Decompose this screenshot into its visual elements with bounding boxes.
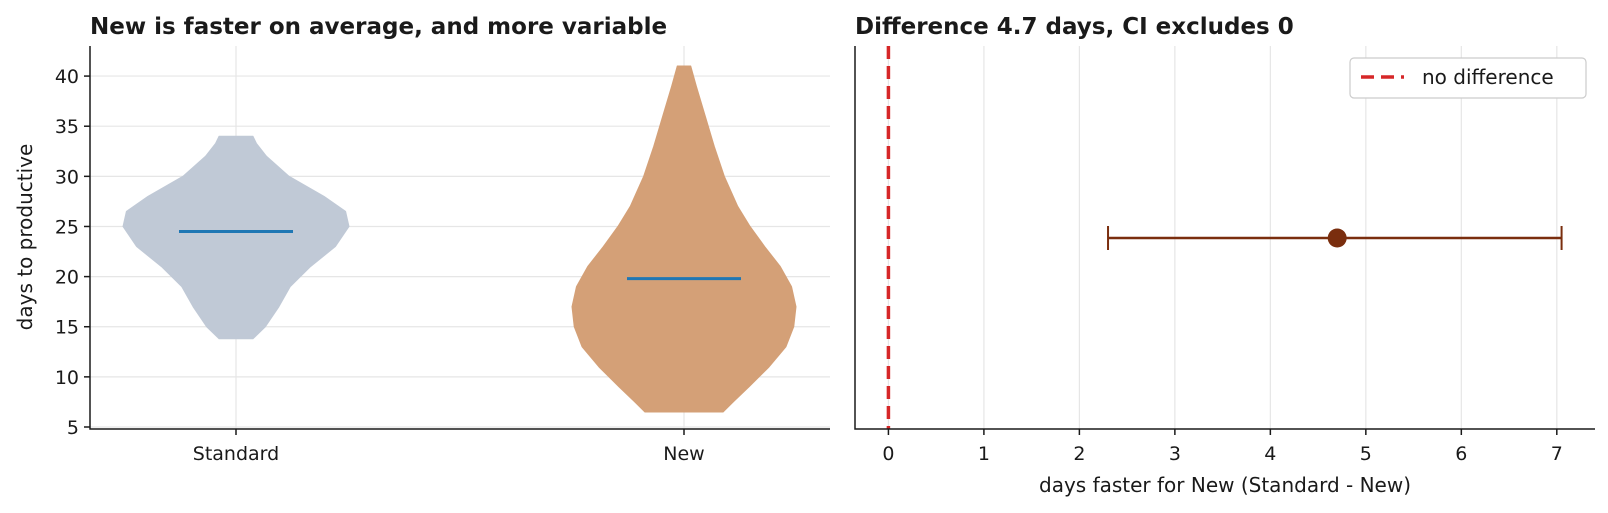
violin-x-tick-label: Standard (193, 443, 279, 465)
difference-chart: Difference 4.7 days, CI excludes 0 0 1 2 3 4… (854, 14, 1595, 497)
violin-new (571, 65, 797, 413)
difference-x-tick-label: 7 (1551, 443, 1563, 465)
difference-axis-spines (854, 46, 1595, 430)
difference-x-tick-label: 2 (1073, 443, 1085, 465)
difference-x-tick-label: 1 (978, 443, 990, 465)
violin-y-tick-label: 5 (67, 417, 79, 439)
violin-axis-spines (89, 46, 830, 430)
difference-x-axis-label: days faster for New (Standard - New) (1039, 473, 1411, 497)
difference-x-tick-label: 4 (1264, 443, 1276, 465)
difference-x-tick-label: 3 (1169, 443, 1181, 465)
violin-standard (122, 135, 350, 340)
point-estimate (1327, 228, 1347, 248)
violin-y-tick-label: 30 (55, 166, 79, 188)
violin-y-tick-label: 20 (55, 267, 79, 289)
difference-x-tick-label: 6 (1455, 443, 1467, 465)
legend-frame (1349, 57, 1587, 99)
violins (122, 65, 797, 413)
difference-x-tick-label: 5 (1360, 443, 1372, 465)
violin-chart-title: New is faster on average, and more varia… (90, 14, 667, 40)
violin-x-tick-label: New (663, 443, 704, 465)
violin-medians (179, 229, 741, 281)
difference-chart-title: Difference 4.7 days, CI excludes 0 (855, 14, 1294, 40)
difference-x-ticks: 0 1 2 3 4 5 6 7 (882, 429, 1563, 465)
legend-label: no difference (1422, 65, 1554, 89)
violin-chart: New is faster on average, and more varia… (13, 14, 830, 465)
difference-x-tick-label: 0 (882, 443, 894, 465)
violin-y-tick-label: 10 (55, 367, 79, 389)
violin-y-tick-label: 15 (55, 317, 79, 339)
violin-y-tick-label: 25 (55, 216, 79, 238)
confidence-interval (1107, 226, 1563, 250)
violin-y-ticks: 5 10 15 20 25 30 35 40 (55, 66, 90, 439)
legend: no difference (1349, 57, 1587, 99)
violin-x-ticks: Standard New (193, 429, 705, 465)
violin-y-axis-label: days to productive (13, 144, 37, 331)
violin-y-tick-label: 35 (55, 116, 79, 138)
violin-y-tick-label: 40 (55, 66, 79, 88)
